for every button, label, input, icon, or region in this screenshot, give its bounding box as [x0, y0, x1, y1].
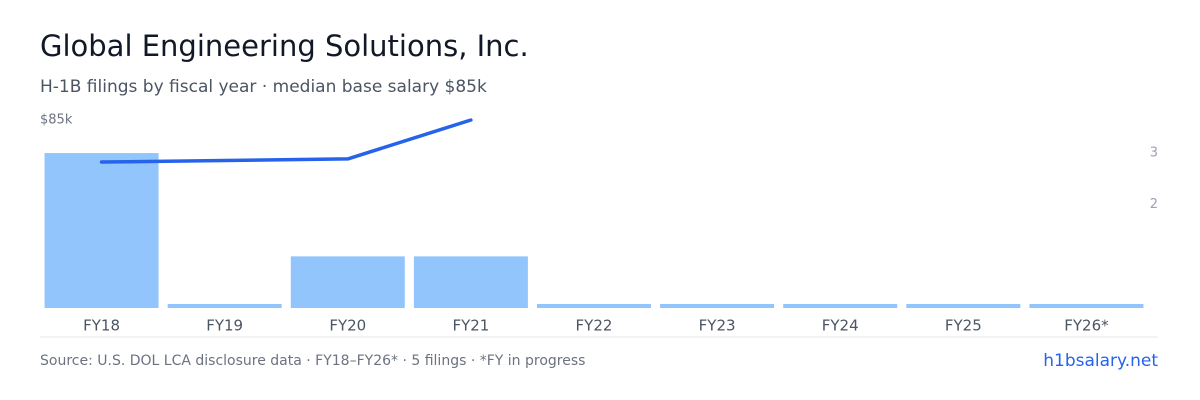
x-tick-label: FY20 [329, 317, 366, 335]
chart-subtitle: H-1B filings by fiscal year · median bas… [40, 77, 487, 97]
chart-title: Global Engineering Solutions, Inc. [40, 29, 529, 63]
x-tick-label: FY21 [452, 317, 489, 335]
bar [537, 304, 651, 308]
bar [413, 256, 528, 308]
brand-link[interactable]: h1bsalary.net [1043, 351, 1158, 371]
x-tick-label: FY23 [699, 317, 736, 335]
x-tick-label: FY24 [822, 317, 859, 335]
bar [906, 304, 1021, 308]
bar [44, 153, 159, 308]
bar [290, 256, 405, 308]
source-note: Source: U.S. DOL LCA disclosure data · F… [40, 353, 585, 369]
y-tick-label: $85k [40, 113, 73, 128]
salary-line [99, 118, 473, 164]
bar [1029, 304, 1144, 308]
x-tick-label: FY25 [945, 317, 982, 335]
x-tick-label: FY22 [576, 317, 613, 335]
bar [167, 304, 282, 308]
bar [783, 304, 898, 308]
y2-tick-label: 2 [1150, 197, 1158, 212]
x-tick-label: FY18 [83, 317, 120, 335]
x-tick-label: FY19 [206, 317, 243, 335]
bar [660, 304, 775, 308]
y2-tick-label: 3 [1150, 146, 1158, 161]
x-tick-label: FY26* [1064, 317, 1109, 335]
